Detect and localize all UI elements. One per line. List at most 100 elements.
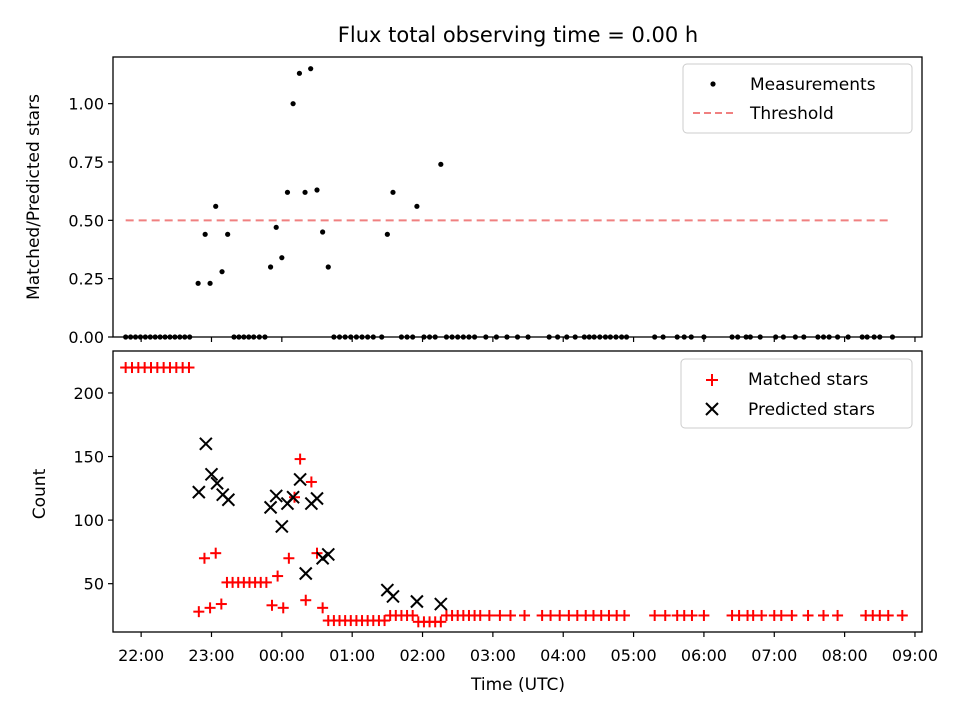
matched-star-point: [198, 552, 210, 564]
measurement-point: [225, 231, 231, 237]
predicted-star-point: [199, 437, 213, 451]
x-tick-label: 06:00: [681, 646, 727, 665]
predicted-star-point: [315, 551, 330, 565]
bottom-y-axis-label: Count: [30, 468, 50, 519]
bottom-axes-frame: [112, 350, 923, 633]
bottom-y-tick-label: 150: [73, 448, 104, 467]
measurements-legend-label: Measurements: [750, 75, 876, 95]
top-x-ticks: [140, 337, 916, 342]
predicted-star-point: [210, 476, 224, 490]
matched-star-point: [896, 609, 908, 621]
bottom-legend-box: [680, 358, 913, 429]
measurements-legend-marker: [710, 81, 716, 87]
top-y-tick-label: 0.50: [68, 211, 104, 230]
measurement-point: [308, 66, 314, 72]
matched-star-point: [775, 609, 787, 621]
top-y-tick-label: 1.00: [68, 95, 104, 114]
predicted-star-point: [299, 566, 313, 581]
matched-star-point: [435, 616, 447, 628]
bottom-y-tick-label: 50: [84, 575, 104, 594]
measurement-point: [302, 189, 308, 195]
matched-star-point: [317, 602, 329, 614]
measurement-point: [202, 231, 208, 237]
matched-star-point: [832, 609, 844, 621]
x-tick-label: 01:00: [329, 646, 375, 665]
predicted-star-point: [310, 491, 324, 506]
bottom-panel: 50 100 150 200 22:00 23:00 00:00 01:00 02:00 03:…: [30, 350, 938, 695]
measurement-point: [320, 229, 326, 235]
matched-star-point: [204, 602, 216, 614]
bottom-y-tick-label: 100: [73, 511, 104, 530]
x-tick-label: 08:00: [822, 646, 868, 665]
measurement-point: [296, 70, 303, 76]
matched-star-point: [300, 594, 312, 606]
matched-star-point: [277, 602, 289, 614]
matched-star-point: [379, 615, 391, 627]
matched-star-point: [483, 609, 495, 621]
predicted-star-point: [434, 597, 448, 611]
matched-star-point: [756, 609, 768, 621]
matched-star-point: [266, 599, 278, 611]
matched-star-point: [698, 609, 710, 621]
top-legend-box: [682, 63, 913, 134]
matched-star-point: [618, 609, 630, 621]
measurement-point: [213, 203, 219, 209]
measurement-point: [390, 189, 396, 195]
measurement-point: [438, 161, 444, 167]
predicted-star-point: [275, 519, 289, 534]
x-tick-label: 05:00: [611, 646, 657, 665]
matched-star-point: [686, 609, 698, 621]
matched-star-point: [260, 576, 272, 588]
matched-star-point: [882, 609, 894, 621]
matched-star-point: [305, 476, 317, 488]
x-tick-label: 03:00: [470, 646, 516, 665]
matched-star-point: [519, 609, 531, 621]
measurement-point: [279, 255, 285, 261]
top-legend: Measurements Threshold: [682, 63, 913, 134]
bottom-data-marks: [120, 362, 908, 628]
top-y-axis-label: Matched/Predicted stars: [24, 94, 44, 300]
top-axes-frame: [112, 56, 923, 338]
measurement-point: [414, 203, 420, 209]
matched-star-point: [504, 609, 516, 621]
matched-star-point: [649, 609, 661, 621]
x-tick-label: 02:00: [399, 646, 445, 665]
predicted-star-point: [386, 589, 400, 604]
x-tick-label: 09:00: [892, 646, 938, 665]
measurement-point: [325, 264, 331, 270]
predicted-legend-label: Predicted stars: [748, 400, 875, 420]
x-axis-label: Time (UTC): [470, 675, 565, 695]
predicted-star-point: [269, 489, 283, 503]
predicted-star-point: [321, 547, 335, 562]
matched-legend-marker: [706, 374, 718, 386]
predicted-star-point: [410, 594, 424, 609]
matched-star-point: [659, 609, 671, 621]
predicted-star-point: [263, 500, 278, 515]
measurement-point: [314, 187, 320, 193]
bottom-x-ticks: 22:00 23:00 00:00 01:00 02:00 03:00 04:00 05:00…: [118, 632, 938, 665]
top-y-tick-label: 0.75: [68, 153, 104, 172]
matched-legend-label: Matched stars: [748, 370, 868, 390]
top-y-tick-label: 0.25: [68, 270, 104, 289]
measurement-point: [219, 269, 225, 275]
matched-star-point: [786, 609, 798, 621]
matched-star-point: [215, 598, 227, 610]
predicted-star-point: [293, 472, 307, 487]
top-panel: Flux total observing time = 0.00 h 0.00 0…: [24, 23, 923, 347]
measurement-point: [384, 231, 390, 237]
x-tick-label: 07:00: [751, 646, 797, 665]
matched-star-point: [272, 570, 284, 582]
x-tick-label: 00:00: [259, 646, 305, 665]
matched-star-point: [210, 547, 222, 559]
threshold-legend-label: Threshold: [749, 104, 834, 124]
top-y-tick-label: 0.00: [68, 328, 104, 347]
chart-title: Flux total observing time = 0.00 h: [338, 23, 698, 47]
measurement-point: [267, 264, 274, 270]
x-tick-label: 23:00: [188, 646, 234, 665]
bottom-y-ticks: 50 100 150 200: [73, 384, 113, 594]
measurement-point: [207, 280, 213, 286]
matched-star-point: [183, 362, 195, 374]
matched-star-point: [818, 609, 830, 621]
bottom-y-tick-label: 200: [73, 384, 104, 403]
